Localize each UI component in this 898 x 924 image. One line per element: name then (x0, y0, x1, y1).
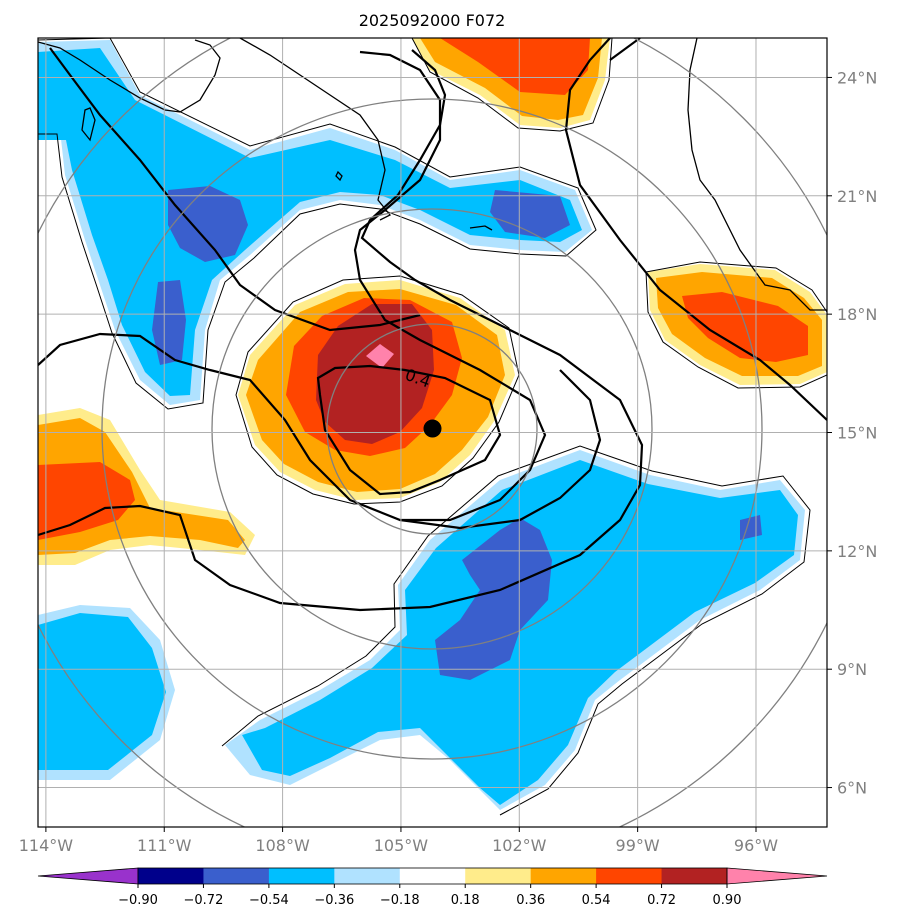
x-tick-label: 102°W (492, 836, 547, 855)
thick-contour-mid (38, 50, 547, 522)
fill-negative-se (242, 460, 798, 805)
y-tick-label: 6°N (837, 779, 867, 798)
coastline-small-2 (469, 225, 493, 231)
colorbar-extend-low (37, 867, 139, 885)
x-axis-ticks: 114°W 111°W 108°W 105°W 102°W 99°W 96°W (19, 827, 778, 855)
fill-negative-nw-dark-2 (152, 280, 186, 365)
thin-contour-2 (221, 445, 811, 816)
thick-contour-nw (49, 47, 421, 332)
coastline-small (335, 170, 343, 182)
gridlines (38, 38, 827, 827)
thick-contour-east (564, 38, 827, 421)
colorbar-tick-label: −0.18 (380, 893, 420, 908)
range-ring-2 (211, 208, 653, 650)
fill-positive-w-dark (38, 462, 135, 540)
colorbar-swatch (268, 868, 335, 884)
chart-title: 2025092000 F072 (359, 11, 506, 30)
x-tick-label: 108°W (255, 836, 310, 855)
thin-contour-lines (38, 38, 827, 816)
y-tick-label: 18°N (837, 305, 877, 324)
range-ring-1 (326, 323, 538, 535)
colorbar-tick-label: 0.18 (451, 893, 480, 908)
colorbar-swatch (661, 868, 728, 884)
x-tick-label: 111°W (137, 836, 192, 855)
coastline-baja-2 (81, 107, 96, 142)
fill-negative-nw-dark-3 (490, 190, 570, 238)
colorbar-swatch (530, 868, 597, 884)
range-rings (38, 38, 827, 827)
colorbar-frame (137, 867, 728, 885)
colorbar-swatch (203, 868, 270, 884)
y-tick-label: 21°N (837, 187, 877, 206)
colorbar-tick-label: 0.54 (582, 893, 611, 908)
x-tick-label: 96°W (734, 836, 778, 855)
fill-positive-e-dark (682, 292, 808, 362)
coastline-east (687, 38, 827, 311)
colorbar-tick-label: −0.72 (184, 893, 224, 908)
y-tick-label: 9°N (837, 660, 867, 679)
colorbar-swatch (138, 868, 204, 884)
colorbar-swatch (399, 868, 466, 884)
storm-center-marker (423, 419, 442, 438)
colorbar-swatch (596, 868, 663, 884)
thin-contour-3 (235, 275, 520, 505)
y-axis-ticks: 24°N 21°N 18°N 15°N 12°N 9°N 6°N (827, 68, 877, 798)
coastline-baja (38, 39, 221, 113)
thin-contour-5 (645, 261, 827, 313)
colorbar-swatch (334, 868, 401, 884)
fill-positive-n-dark (440, 38, 590, 95)
colorbar-tick-label: −0.54 (249, 893, 289, 908)
colorbar-tick-label: −0.36 (314, 893, 354, 908)
colorbar: −0.90 −0.72 −0.54 −0.36 −0.18 0.18 0.36 0.54 0.7… (37, 867, 828, 908)
fill-negative-nw-dark (168, 186, 248, 262)
filled-contours (38, 38, 827, 810)
y-tick-label: 15°N (837, 424, 877, 443)
x-tick-label: 114°W (19, 836, 74, 855)
map-area: 0.4 (38, 38, 827, 827)
thin-contour-1 (38, 38, 597, 410)
thin-contour-6 (645, 271, 827, 389)
x-tick-label: 105°W (374, 836, 429, 855)
y-tick-label: 12°N (837, 542, 877, 561)
thick-contour-east-2 (609, 38, 641, 61)
range-ring-3 (101, 98, 763, 760)
y-tick-label: 24°N (837, 68, 877, 87)
fill-positive-core-pink (366, 344, 394, 368)
thick-contour-outer (38, 49, 644, 612)
colorbar-extend-high (726, 867, 828, 885)
colorbar-tick-label: 0.36 (516, 893, 545, 908)
colorbar-swatch (465, 868, 532, 884)
fill-negative-sw (38, 613, 166, 770)
colorbar-tick-label: −0.90 (118, 893, 158, 908)
x-tick-label: 99°W (616, 836, 660, 855)
colorbar-tick-label: 0.90 (713, 893, 742, 908)
fill-positive-core-dark (316, 304, 434, 444)
fill-negative-se-dark (435, 518, 552, 680)
colorbar-tick-label: 0.72 (647, 893, 676, 908)
